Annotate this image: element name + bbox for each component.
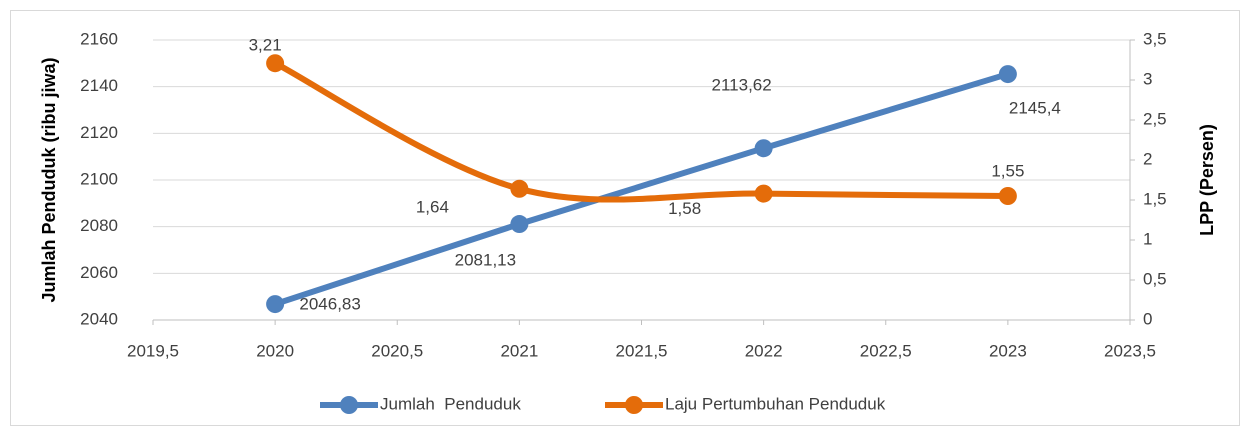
point <box>510 215 529 234</box>
y-tick-label: 2040 <box>80 309 118 328</box>
y2-axis-label: LPP (Persen) <box>1197 124 1217 236</box>
y-tick-label: 2100 <box>80 169 118 188</box>
y2-tick-label: 3,5 <box>1143 29 1167 48</box>
chart-border <box>10 10 1240 426</box>
point <box>754 184 773 203</box>
legend-label: Laju Pertumbuhan Penduduk <box>665 394 886 413</box>
x-tick-label: 2021,5 <box>616 341 668 360</box>
data-label: 1,55 <box>991 161 1024 180</box>
x-tick-label: 2022 <box>745 341 783 360</box>
legend-swatch-marker <box>340 396 358 414</box>
point <box>266 54 285 73</box>
x-tick-label: 2020,5 <box>371 341 423 360</box>
x-tick-label: 2023 <box>989 341 1027 360</box>
series-line <box>273 60 1008 203</box>
y-tick-label: 2140 <box>80 76 118 95</box>
y2-tick-label: 3 <box>1143 69 1152 88</box>
y-tick-label: 2080 <box>80 216 118 235</box>
y2-tick-label: 0 <box>1143 309 1152 328</box>
point <box>754 139 773 158</box>
x-tick-label: 2020 <box>256 341 294 360</box>
x-tick-label: 2023,5 <box>1104 341 1156 360</box>
point <box>998 65 1017 84</box>
data-label: 1,58 <box>668 199 701 218</box>
data-label: 2046,83 <box>299 295 360 314</box>
y2-tick-label: 1 <box>1143 229 1152 248</box>
data-label: 1,64 <box>416 197 449 216</box>
legend-label: Jumlah Penduduk <box>380 394 521 413</box>
data-label: 2145,4 <box>1009 99 1061 118</box>
y2-tick-label: 0,5 <box>1143 269 1167 288</box>
y-tick-label: 2160 <box>80 29 118 48</box>
data-label: 2113,62 <box>712 76 772 95</box>
x-tick-label: 2019,5 <box>127 341 179 360</box>
y-axis-label: Jumlah Penduduk (ribu jiwa) <box>39 57 59 302</box>
data-label: 2081,13 <box>455 251 516 270</box>
data-label: 3,21 <box>249 36 282 55</box>
point <box>266 295 285 314</box>
y2-tick-label: 2,5 <box>1143 109 1167 128</box>
y-tick-label: 2060 <box>80 263 118 282</box>
series-line <box>274 71 1009 307</box>
point <box>510 179 529 198</box>
y-tick-label: 2120 <box>80 123 118 142</box>
x-tick-label: 2021 <box>500 341 538 360</box>
point <box>998 187 1017 205</box>
y2-tick-label: 1,5 <box>1143 189 1167 208</box>
legend-swatch-marker <box>625 396 643 414</box>
x-tick-label: 2022,5 <box>860 341 912 360</box>
y2-tick-label: 2 <box>1143 149 1152 168</box>
